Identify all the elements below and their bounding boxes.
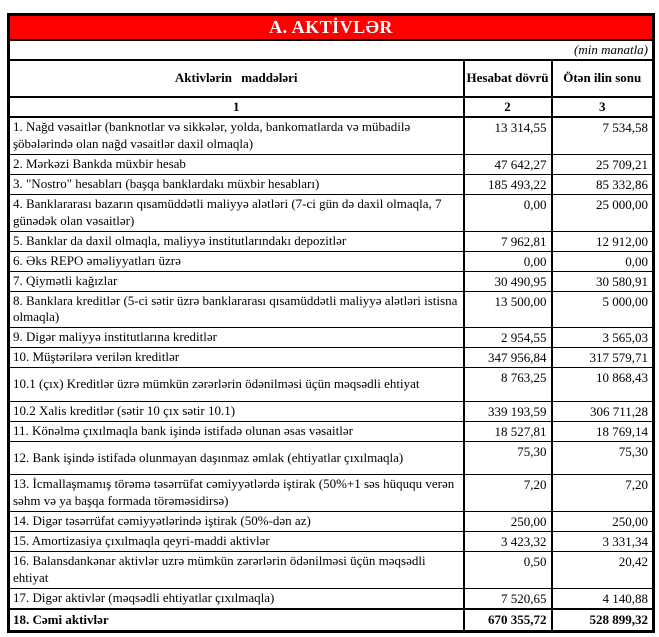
value-end-of-last-year: 317 579,71: [550, 347, 654, 369]
unit-note-row: (min manatla): [8, 40, 654, 61]
table-row: 10. Müştərilərə verilən kreditlər 347 956…: [8, 347, 654, 369]
value-reporting-period: 18 527,81: [462, 421, 552, 443]
row-label: 11. Könəlmə çıxılmaqla bank işində istif…: [8, 421, 464, 443]
value-reporting-period: 7,20: [462, 474, 552, 513]
row-label: 1. Nağd vəsaitlər (banknotlar və sikkələ…: [8, 117, 464, 155]
row-label: 10.2 Xalis kreditlər (sətir 10 çıx sətir…: [8, 401, 464, 423]
value-end-of-last-year: 3 565,03: [550, 327, 654, 349]
row-label: 9. Digər maliyyə institutlarına kreditlə…: [8, 327, 464, 349]
table-row: 4. Banklararası bazarın qısamüddətli mal…: [8, 194, 654, 232]
table-row: 16. Balansdankənar aktivlər uzrə mümkün …: [8, 551, 654, 589]
row-label: 8. Banklara kreditlər (5-ci sətir üzrə b…: [8, 291, 464, 329]
table-row: 15. Amortizasiya çıxılmaqla qeyri-maddi …: [8, 531, 654, 553]
table-row: 10.1 (çıx) Kreditlər üzrə mümkün zərərlə…: [8, 367, 654, 403]
value-reporting-period: 339 193,59: [462, 401, 552, 423]
value-reporting-period: 670 355,72: [462, 608, 552, 632]
value-reporting-period: 13 314,55: [462, 117, 552, 155]
value-reporting-period: 47 642,27: [462, 154, 552, 175]
assets-table: A. AKTİVLƏR (min manatla) Aktivlərin mad…: [7, 13, 656, 633]
table-row: 13. İcmallaşmamış törəmə təsərrüfat cəmi…: [8, 474, 654, 513]
row-label: 5. Banklar da daxil olmaqla, maliyyə ins…: [8, 231, 464, 252]
value-reporting-period: 0,00: [462, 194, 552, 232]
value-reporting-period: 185 493,22: [462, 174, 552, 195]
value-end-of-last-year: 30 580,91: [550, 271, 654, 292]
value-reporting-period: 3 423,32: [462, 531, 552, 553]
value-end-of-last-year: 20,42: [550, 551, 654, 589]
col-number-1: 1: [8, 97, 464, 118]
value-end-of-last-year: 528 899,32: [550, 608, 654, 632]
col-header-end-of-last-year: Ötən ilin sonu: [550, 60, 654, 98]
table-row: 14. Digər təsərrüfat cəmiyyətlərində işt…: [8, 511, 654, 533]
table-row: 6. Əks REPO əməliyyatları üzrə 0,00 0,00: [8, 251, 654, 272]
table-row: 2. Mərkəzi Bankda müxbir hesab 47 642,27 2…: [8, 154, 654, 175]
value-reporting-period: 7 962,81: [462, 231, 552, 252]
col-header-reporting-period: Hesabat dövrü: [462, 60, 552, 98]
row-label: 4. Banklararası bazarın qısamüddətli mal…: [8, 194, 464, 232]
col-number-3: 3: [550, 97, 654, 118]
value-reporting-period: 30 490,95: [462, 271, 552, 292]
row-label: 18. Cəmi aktivlər: [8, 608, 464, 632]
value-reporting-period: 0,50: [462, 551, 552, 589]
value-end-of-last-year: 7,20: [550, 474, 654, 513]
value-reporting-period: 75,30: [462, 441, 552, 476]
table-row: 12. Bank işində istifadə olunmayan daşın…: [8, 441, 654, 476]
column-number-row: 1 2 3: [8, 97, 654, 118]
col-header-items: Aktivlərin maddələri: [8, 60, 464, 98]
row-label: 6. Əks REPO əməliyyatları üzrə: [8, 251, 464, 272]
table-row: 8. Banklara kreditlər (5-ci sətir üzrə b…: [8, 291, 654, 329]
value-end-of-last-year: 4 140,88: [550, 588, 654, 610]
value-reporting-period: 2 954,55: [462, 327, 552, 349]
unit-note: (min manatla): [8, 40, 654, 61]
value-end-of-last-year: 250,00: [550, 511, 654, 533]
table-row: 11. Könəlmə çıxılmaqla bank işində istif…: [8, 421, 654, 443]
row-label: 15. Amortizasiya çıxılmaqla qeyri-maddi …: [8, 531, 464, 553]
table-row: 7. Qiymətli kağızlar 30 490,95 30 580,91: [8, 271, 654, 292]
value-end-of-last-year: 12 912,00: [550, 231, 654, 252]
value-end-of-last-year: 25 000,00: [550, 194, 654, 232]
value-end-of-last-year: 25 709,21: [550, 154, 654, 175]
value-reporting-period: 250,00: [462, 511, 552, 533]
value-reporting-period: 347 956,84: [462, 347, 552, 369]
row-label: 14. Digər təsərrüfat cəmiyyətlərində işt…: [8, 511, 464, 533]
value-end-of-last-year: 7 534,58: [550, 117, 654, 155]
section-title-row: A. AKTİVLƏR: [8, 14, 654, 41]
value-end-of-last-year: 85 332,86: [550, 174, 654, 195]
table-row: 3. "Nostro" hesabları (başqa banklardakı…: [8, 174, 654, 195]
row-label: 17. Digər aktivlər (məqsədli ehtiyatlar …: [8, 588, 464, 610]
table-row: 1. Nağd vəsaitlər (banknotlar və sikkələ…: [8, 117, 654, 155]
value-end-of-last-year: 18 769,14: [550, 421, 654, 443]
row-label: 10. Müştərilərə verilən kreditlər: [8, 347, 464, 369]
value-end-of-last-year: 10 868,43: [550, 367, 654, 403]
value-end-of-last-year: 75,30: [550, 441, 654, 476]
value-reporting-period: 7 520,65: [462, 588, 552, 610]
table-row: 10.2 Xalis kreditlər (sətir 10 çıx sətir…: [8, 401, 654, 423]
row-label: 3. "Nostro" hesabları (başqa banklardakı…: [8, 174, 464, 195]
table-row: 17. Digər aktivlər (məqsədli ehtiyatlar …: [8, 588, 654, 610]
row-label: 13. İcmallaşmamış törəmə təsərrüfat cəmi…: [8, 474, 464, 513]
balance-sheet-document: A. AKTİVLƏR (min manatla) Aktivlərin mad…: [7, 13, 656, 633]
row-label: 2. Mərkəzi Bankda müxbir hesab: [8, 154, 464, 175]
table-row: 18. Cəmi aktivlər 670 355,72 528 899,32: [8, 608, 654, 632]
value-end-of-last-year: 0,00: [550, 251, 654, 272]
value-end-of-last-year: 5 000,00: [550, 291, 654, 329]
col-number-2: 2: [462, 97, 552, 118]
value-reporting-period: 13 500,00: [462, 291, 552, 329]
section-title: A. AKTİVLƏR: [8, 14, 654, 41]
value-end-of-last-year: 306 711,28: [550, 401, 654, 423]
value-reporting-period: 8 763,25: [462, 367, 552, 403]
table-row: 5. Banklar da daxil olmaqla, maliyyə ins…: [8, 231, 654, 252]
row-label: 7. Qiymətli kağızlar: [8, 271, 464, 292]
row-label: 16. Balansdankənar aktivlər uzrə mümkün …: [8, 551, 464, 589]
row-label: 10.1 (çıx) Kreditlər üzrə mümkün zərərlə…: [8, 367, 464, 403]
table-body: 1. Nağd vəsaitlər (banknotlar və sikkələ…: [8, 117, 654, 632]
table-row: 9. Digər maliyyə institutlarına kreditlə…: [8, 327, 654, 349]
column-header-row: Aktivlərin maddələri Hesabat dövrü Ötən …: [8, 60, 654, 98]
row-label: 12. Bank işində istifadə olunmayan daşın…: [8, 441, 464, 476]
value-reporting-period: 0,00: [462, 251, 552, 272]
value-end-of-last-year: 3 331,34: [550, 531, 654, 553]
